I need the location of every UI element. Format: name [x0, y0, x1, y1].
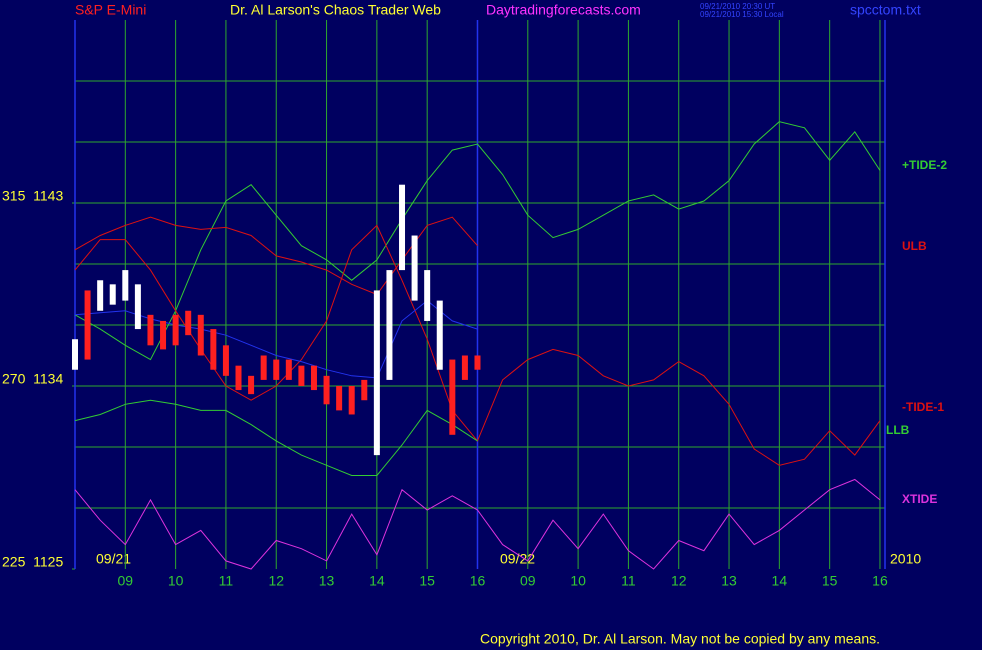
- price-bar: [260, 355, 267, 380]
- price-bar: [235, 365, 242, 391]
- price-bar: [210, 329, 217, 370]
- price-bar: [160, 320, 167, 350]
- y-tick-label: 225 1125: [2, 554, 63, 570]
- price-bar: [72, 339, 78, 370]
- price-bar: [336, 386, 343, 411]
- x-tick-label: 16: [470, 573, 486, 589]
- x-tick-label: 09: [118, 573, 134, 589]
- chart-title: Dr. Al Larson's Chaos Trader Web: [230, 2, 441, 18]
- legend-label: ULB: [902, 239, 927, 253]
- y-tick-label: 315 1143: [2, 188, 63, 204]
- price-bar: [185, 310, 192, 336]
- price-bar: [172, 314, 179, 346]
- price-bar: [373, 290, 380, 456]
- series-line: [74, 216, 478, 296]
- x-tick-label: 14: [369, 573, 385, 589]
- legend-label: LLB: [886, 423, 910, 437]
- price-bar: [298, 365, 305, 386]
- price-bar: [109, 284, 116, 305]
- price-bar: [147, 314, 154, 346]
- series-line: [74, 299, 478, 379]
- price-bar: [386, 270, 393, 380]
- y-tick-label: 270 1134: [2, 371, 63, 387]
- price-bar: [97, 280, 104, 311]
- price-bar: [436, 300, 443, 370]
- price-bar: [248, 375, 255, 395]
- copyright: Copyright 2010, Dr. Al Larson. May not b…: [480, 631, 880, 647]
- site: Daytradingforecasts.com: [486, 2, 641, 18]
- legend-label: -TIDE-1: [902, 400, 944, 414]
- x-tick-label: 11: [219, 573, 234, 589]
- price-bar: [411, 235, 418, 301]
- price-bar: [449, 359, 456, 435]
- x-tick-label: 13: [319, 573, 335, 589]
- price-bar: [424, 270, 431, 321]
- timestamp: 09/21/2010 20:30 UT: [700, 2, 775, 11]
- price-bar: [310, 365, 317, 391]
- file-name: spcctom.txt: [850, 2, 921, 18]
- x-tick-label: 10: [570, 573, 586, 589]
- price-bar: [474, 355, 481, 370]
- price-bar: [122, 270, 129, 301]
- price-bar: [399, 184, 406, 271]
- x-tick-label: 15: [822, 573, 838, 589]
- x-tick-label: 14: [772, 573, 788, 589]
- x-tick-label: 09: [520, 573, 536, 589]
- x-tick-label: 13: [721, 573, 737, 589]
- x-tick-label: 16: [872, 573, 888, 589]
- x-tick-label: 12: [671, 573, 687, 589]
- price-bar: [323, 375, 330, 405]
- price-bar: [197, 314, 204, 356]
- legend-label: XTIDE: [902, 492, 937, 506]
- price-bar: [222, 345, 229, 376]
- x-tick-label: 11: [621, 573, 636, 589]
- series-line: [74, 121, 881, 361]
- date-label: 09/22: [500, 551, 535, 567]
- price-bar: [273, 359, 280, 380]
- price-bar: [361, 379, 368, 401]
- x-tick-label: 15: [419, 573, 435, 589]
- date-label: 2010: [890, 551, 921, 567]
- date-label: 09/21: [96, 551, 131, 567]
- price-bar: [134, 284, 141, 330]
- price-bar: [285, 359, 292, 380]
- price-bar: [84, 290, 91, 360]
- legend-label: +TIDE-2: [902, 158, 947, 172]
- x-tick-label: 12: [268, 573, 284, 589]
- x-tick-label: 10: [168, 573, 184, 589]
- timestamp: 09/21/2010 15:30 Local: [700, 10, 784, 19]
- price-bar: [348, 386, 355, 415]
- series-line: [74, 478, 881, 570]
- price-bar: [461, 355, 468, 380]
- instrument: S&P E-Mini: [75, 2, 146, 18]
- series-line: [74, 399, 478, 476]
